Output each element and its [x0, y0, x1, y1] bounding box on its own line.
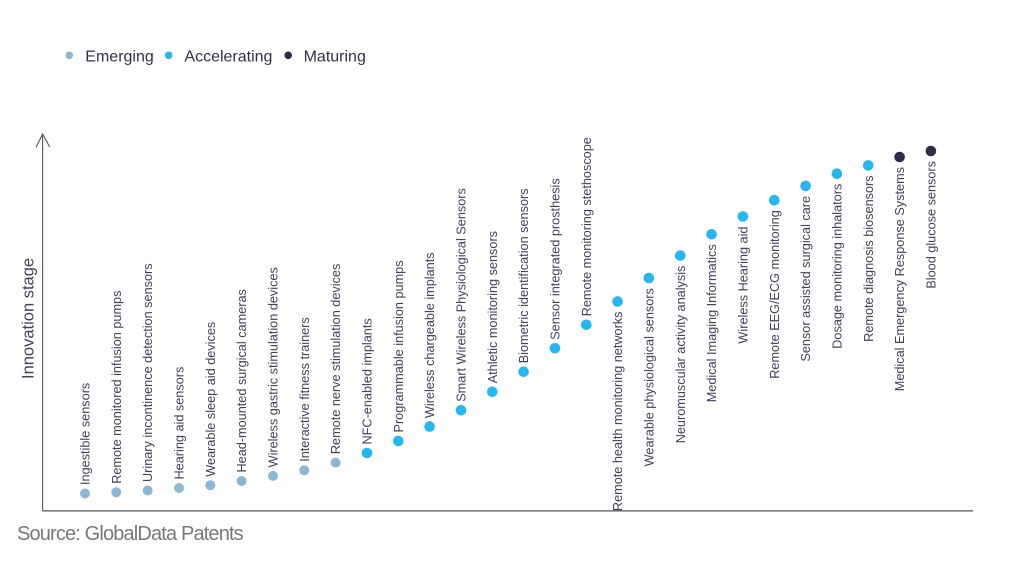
svg-text:Wireless chargeable implants: Wireless chargeable implants — [423, 252, 437, 418]
svg-text:Head-mounted surgical cameras: Head-mounted surgical cameras — [235, 289, 249, 472]
svg-text:NFC-enabled implants: NFC-enabled implants — [361, 318, 375, 444]
svg-text:Biometric identification senso: Biometric identification sensors — [517, 188, 531, 363]
svg-text:Programmable infusion pumps: Programmable infusion pumps — [392, 260, 406, 432]
svg-text:Remote monitoring stethoscope: Remote monitoring stethoscope — [580, 137, 594, 316]
svg-text:Dosage monitoring inhalators: Dosage monitoring inhalators — [830, 184, 844, 349]
svg-text:Urinary incontinence detection: Urinary incontinence detection sensors — [141, 263, 155, 482]
svg-text:Blood glucose sensors: Blood glucose sensors — [924, 161, 938, 289]
svg-text:Sensor assisted surgical care: Sensor assisted surgical care — [799, 196, 813, 362]
svg-text:Hearing aid sensors: Hearing aid sensors — [173, 367, 187, 480]
svg-text:Remote diagnosis biosensors: Remote diagnosis biosensors — [862, 175, 876, 341]
svg-text:Neuromuscular activity analysi: Neuromuscular activity analysis — [674, 266, 688, 444]
svg-text:Athletic monitoring sensors: Athletic monitoring sensors — [486, 231, 500, 383]
svg-text:Remote nerve stimulation devic: Remote nerve stimulation devices — [329, 264, 343, 454]
svg-text:Remote monitored infusion pump: Remote monitored infusion pumps — [110, 291, 124, 484]
svg-text:Ingestible sensors: Ingestible sensors — [79, 383, 93, 485]
svg-text:Remote health monitoring netwo: Remote health monitoring networks — [611, 312, 625, 512]
svg-text:Interactive fitness trainers: Interactive fitness trainers — [298, 317, 312, 462]
svg-text:Wireless gastric stimulation d: Wireless gastric stimulation devices — [267, 267, 281, 467]
svg-text:Wearable sleep aid devices: Wearable sleep aid devices — [204, 322, 218, 477]
svg-text:Innovation stage: Innovation stage — [20, 258, 38, 379]
svg-text:Emerging: Emerging — [85, 49, 153, 66]
svg-text:Wearable physiological sensors: Wearable physiological sensors — [642, 288, 656, 466]
svg-text:Medical Imaging Informatics: Medical Imaging Informatics — [705, 244, 719, 402]
svg-text:Medical Emergency Response Sys: Medical Emergency Response Systems — [893, 167, 907, 391]
svg-text:Source: GlobalData Patents: Source: GlobalData Patents — [17, 523, 244, 545]
svg-text:Wireless Hearing aid: Wireless Hearing aid — [736, 227, 750, 344]
svg-text:Smart Wireless Physiological S: Smart Wireless Physiological Sensors — [455, 188, 469, 402]
svg-text:Remote EEG/ECG monitoring: Remote EEG/ECG monitoring — [768, 210, 782, 379]
svg-text:Maturing: Maturing — [304, 49, 366, 66]
svg-text:Accelerating: Accelerating — [184, 49, 272, 66]
svg-text:Sensor integrated prosthesis: Sensor integrated prosthesis — [549, 178, 563, 340]
